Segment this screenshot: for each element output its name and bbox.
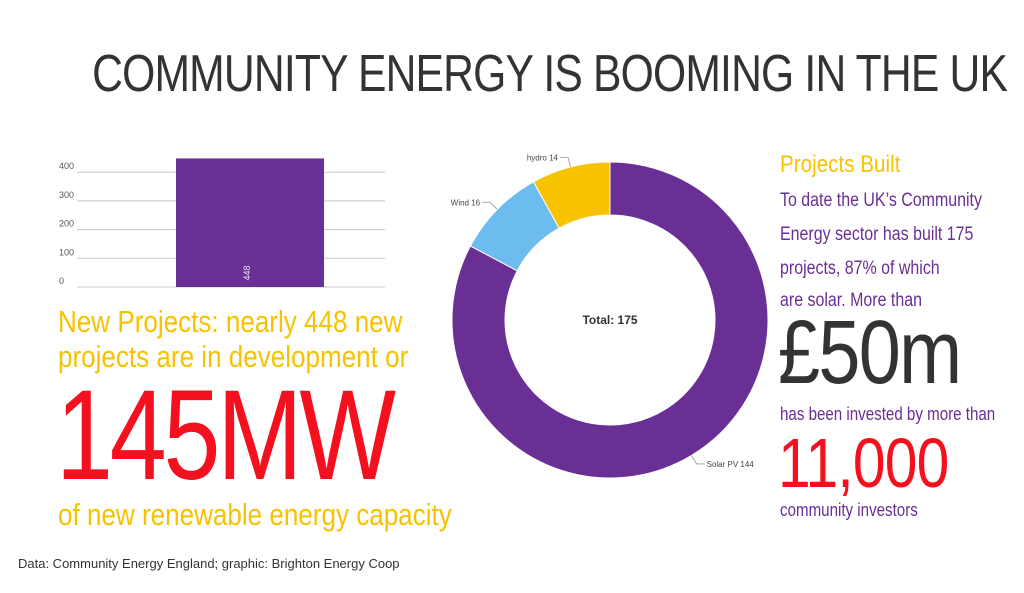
investment-figure: £50m — [778, 303, 962, 403]
donut-leader-line — [691, 455, 705, 465]
invested-text: has been invested by more than — [780, 404, 996, 424]
projects-built-heading: Projects Built — [780, 151, 901, 178]
projects-built-line1: To date the UK’s Community — [780, 190, 982, 211]
y-tick-label: 400 — [59, 161, 74, 171]
bar-value-label: 448 — [242, 265, 252, 280]
y-tick-label: 300 — [59, 190, 74, 200]
donut-leader-line — [482, 201, 498, 210]
new-projects-text-line1: New Projects: nearly 448 new — [58, 304, 403, 339]
new-projects-text-line2: projects are in development or — [58, 339, 409, 374]
donut-center-label: Total: 175 — [582, 313, 637, 327]
y-tick-label: 100 — [59, 247, 74, 257]
y-tick-label: 0 — [59, 276, 64, 286]
donut-leader-line — [559, 156, 571, 168]
donut-slice-label: Wind 16 — [451, 198, 481, 207]
capacity-figure: 145MW — [56, 364, 396, 507]
page-title: COMMUNITY ENERGY IS BOOMING IN THE UK — [92, 45, 1008, 103]
bar — [176, 158, 324, 287]
projects-built-line3: projects, 87% of which — [780, 258, 940, 279]
donut-chart: Solar PV 144 Wind 16 hydro 14 Total: 175 — [451, 153, 769, 479]
donut-slice-solar-pv — [451, 161, 769, 479]
donut-slice-label: hydro 14 — [527, 153, 559, 162]
projects-built-line4: are solar. More than — [780, 290, 922, 311]
projects-built-line2: Energy sector has built 175 — [780, 224, 974, 245]
bar-chart: 0 100 200 300 400 448 — [59, 158, 385, 288]
donut-slice-label: Solar PV 144 — [707, 460, 755, 469]
investors-figure: 11,000 — [778, 424, 949, 502]
y-tick-label: 200 — [59, 219, 74, 229]
investors-caption: community investors — [780, 500, 918, 520]
capacity-caption: of new renewable energy capacity — [58, 497, 452, 532]
source-footnote: Data: Community Energy England; graphic:… — [18, 556, 400, 571]
donut-slice-hydro — [532, 161, 611, 229]
